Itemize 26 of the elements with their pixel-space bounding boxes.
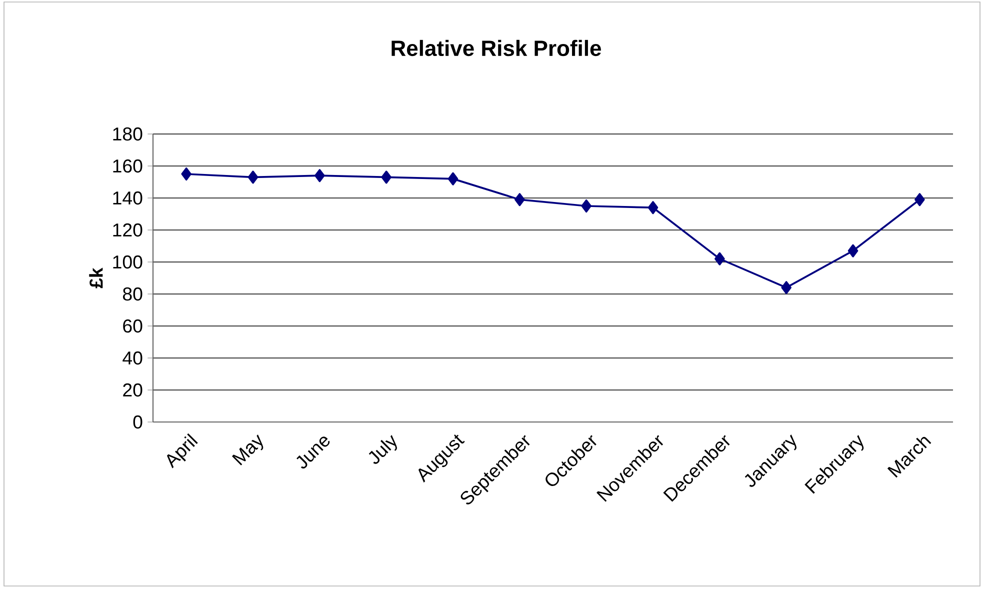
- point: [181, 167, 192, 181]
- y-tick-label: 140: [113, 191, 142, 205]
- point: [514, 193, 525, 206]
- point: [248, 170, 258, 184]
- point: [448, 172, 458, 186]
- y-tick-label: 20: [123, 383, 142, 397]
- y-tick-label: 180: [113, 127, 142, 141]
- y-tick-label: 0: [133, 415, 142, 429]
- y-tick-label: 80: [123, 287, 142, 301]
- point: [914, 193, 925, 206]
- y-tick-label: 120: [113, 223, 142, 237]
- chart-title: Relative Risk Profile: [392, 40, 601, 56]
- point: [581, 199, 592, 213]
- point: [848, 244, 858, 258]
- point: [648, 201, 658, 214]
- x-tick-label: July: [368, 435, 397, 464]
- y-tick-label: 60: [123, 319, 142, 333]
- y-tick-label: 100: [113, 255, 142, 269]
- y-tick-label: 160: [113, 159, 142, 173]
- point: [714, 252, 725, 266]
- x-tick-label: May: [232, 434, 264, 466]
- point: [314, 169, 325, 182]
- y-axis-title: £k: [89, 268, 103, 288]
- point: [381, 170, 392, 184]
- point: [781, 281, 792, 294]
- y-tick-label: 40: [122, 351, 142, 365]
